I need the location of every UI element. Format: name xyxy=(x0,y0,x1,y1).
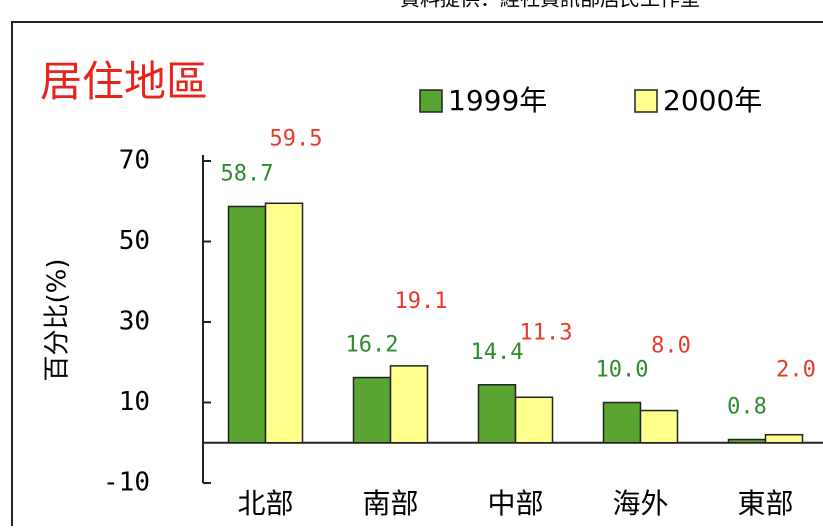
frame xyxy=(11,21,823,530)
value-label: 58.7 xyxy=(221,161,274,186)
legend-label: 1999年 xyxy=(448,84,547,117)
bar xyxy=(477,384,517,444)
bar xyxy=(602,401,642,444)
value-label: 16.2 xyxy=(346,333,399,358)
y-tick-label: 50 xyxy=(119,226,150,256)
legend-label: 2000年 xyxy=(663,84,762,117)
bar xyxy=(639,409,679,444)
bar xyxy=(227,205,267,444)
bar xyxy=(727,438,767,444)
chart-title: 居住地區 xyxy=(40,57,208,106)
y-tick-label: -10 xyxy=(103,468,150,498)
x-tick-label: 海外 xyxy=(612,487,668,520)
bar xyxy=(389,365,429,444)
value-label: 59.5 xyxy=(270,126,323,151)
x-tick-label: 中部 xyxy=(487,487,543,520)
x-tick-label: 南部 xyxy=(362,487,418,520)
value-label: 8.0 xyxy=(651,334,691,359)
x-tick-label: 東部 xyxy=(737,487,793,520)
value-label: 19.1 xyxy=(395,289,448,314)
y-tick-label: 10 xyxy=(119,387,150,417)
bar xyxy=(514,396,554,444)
source: 資料提供：經社資訊部居民工作室 xyxy=(400,0,700,11)
x-tick-label: 北部 xyxy=(237,487,293,520)
value-label: 14.4 xyxy=(471,340,524,365)
bar xyxy=(764,433,804,444)
y-tick-label: 70 xyxy=(119,146,150,176)
bar xyxy=(264,202,304,444)
value-label: 11.3 xyxy=(520,320,573,345)
y-tick-label: 30 xyxy=(119,307,150,337)
y-axis-label: 百分比(%) xyxy=(43,259,73,382)
legend-swatch xyxy=(634,89,658,113)
bar xyxy=(352,376,392,444)
value-label: 0.8 xyxy=(727,395,767,420)
value-label: 10.0 xyxy=(596,358,649,383)
value-label: 2.0 xyxy=(776,358,816,383)
legend-swatch xyxy=(419,89,443,113)
